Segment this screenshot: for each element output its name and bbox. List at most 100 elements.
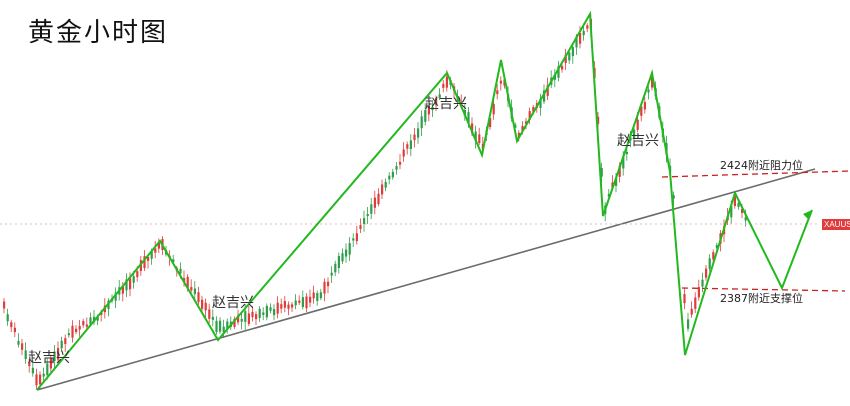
candle-body	[402, 149, 405, 157]
candle-body	[643, 102, 646, 110]
candle-body	[406, 144, 409, 149]
candle-body	[233, 319, 236, 327]
candle-body	[445, 76, 448, 88]
candle-body	[629, 137, 632, 141]
candle-body	[525, 121, 528, 124]
candle-body	[53, 351, 56, 362]
candle-body	[309, 296, 312, 303]
candle-body	[582, 30, 585, 36]
candle-body	[431, 106, 434, 111]
candle-body	[492, 103, 495, 115]
candle-body	[39, 374, 42, 385]
candle-body	[636, 119, 639, 130]
candle-body	[85, 324, 88, 327]
candle-body	[35, 374, 38, 386]
candle-body	[600, 168, 603, 177]
candle-body	[532, 107, 535, 112]
candle-body	[352, 238, 355, 241]
candle-body	[438, 94, 441, 98]
candle-body	[651, 76, 654, 88]
price-tag-symbol: XAUUSD	[824, 220, 850, 229]
candle-body	[687, 319, 690, 329]
candle-body	[647, 89, 650, 93]
candle-body	[496, 90, 499, 95]
wave-path-main	[36, 10, 813, 391]
candle-body	[417, 128, 420, 138]
candle-body	[157, 242, 160, 249]
candle-body	[388, 175, 391, 180]
watermark-3: 赵吉兴	[425, 96, 467, 112]
candle-body	[312, 292, 315, 299]
candle-body	[46, 363, 49, 376]
candle-body	[744, 217, 747, 221]
candles-group	[3, 13, 747, 390]
candle-body	[471, 123, 474, 134]
candle-body	[622, 156, 625, 169]
candle-body	[244, 311, 247, 322]
candle-body	[208, 309, 211, 319]
candle-body	[31, 367, 34, 374]
candle-body	[179, 268, 182, 274]
candle-body	[283, 301, 286, 308]
candle-body	[327, 281, 330, 287]
candle-body	[705, 268, 708, 278]
candle-body	[316, 293, 319, 301]
candle-body	[373, 197, 376, 208]
candle-body	[499, 80, 502, 84]
candle-body	[319, 292, 322, 299]
candle-body	[330, 272, 333, 276]
candle-body	[363, 218, 366, 225]
candle-body	[255, 314, 258, 320]
candle-body	[114, 292, 117, 301]
candle-body	[741, 208, 744, 214]
candle-body	[204, 302, 207, 311]
candle-body	[125, 279, 128, 291]
candle-body	[391, 171, 394, 178]
candle-body	[129, 278, 132, 290]
candle-body	[345, 249, 348, 257]
candle-body	[442, 83, 445, 88]
candle-body	[514, 124, 517, 128]
candle-body	[694, 297, 697, 309]
candle-body	[359, 225, 362, 229]
candle-body	[82, 320, 85, 326]
candle-body	[262, 312, 265, 315]
candle-body	[528, 111, 531, 120]
candle-body	[190, 287, 193, 291]
candle-body	[71, 325, 74, 338]
candle-body	[413, 134, 416, 141]
candle-body	[633, 129, 636, 139]
candle-body	[143, 256, 146, 269]
candle-body	[258, 308, 261, 318]
candle-body	[575, 36, 578, 48]
candle-body	[543, 90, 546, 102]
candle-body	[474, 131, 477, 141]
candle-body	[193, 288, 196, 295]
candle-body	[489, 117, 492, 128]
candle-body	[240, 318, 243, 322]
candle-body	[237, 315, 240, 323]
candle-body	[561, 66, 564, 70]
candle-body	[150, 251, 153, 259]
candle-body	[226, 321, 229, 329]
candle-body	[730, 205, 733, 218]
watermark-1: 赵吉兴	[28, 350, 70, 366]
candle-body	[89, 317, 92, 325]
candle-body	[136, 271, 139, 278]
candle-body	[712, 252, 715, 260]
candle-body	[420, 116, 423, 129]
candle-body	[96, 317, 99, 321]
resistance-level-line	[661, 170, 850, 178]
candle-body	[291, 304, 294, 308]
candle-body	[172, 259, 175, 263]
candle-body	[571, 47, 574, 57]
candle-body	[17, 340, 20, 345]
candle-body	[384, 181, 387, 188]
candle-body	[355, 233, 358, 242]
candle-body	[6, 314, 9, 322]
candle-body	[201, 299, 204, 309]
candle-body	[287, 304, 290, 309]
candle-body	[557, 66, 560, 78]
trend-line	[36, 168, 816, 391]
